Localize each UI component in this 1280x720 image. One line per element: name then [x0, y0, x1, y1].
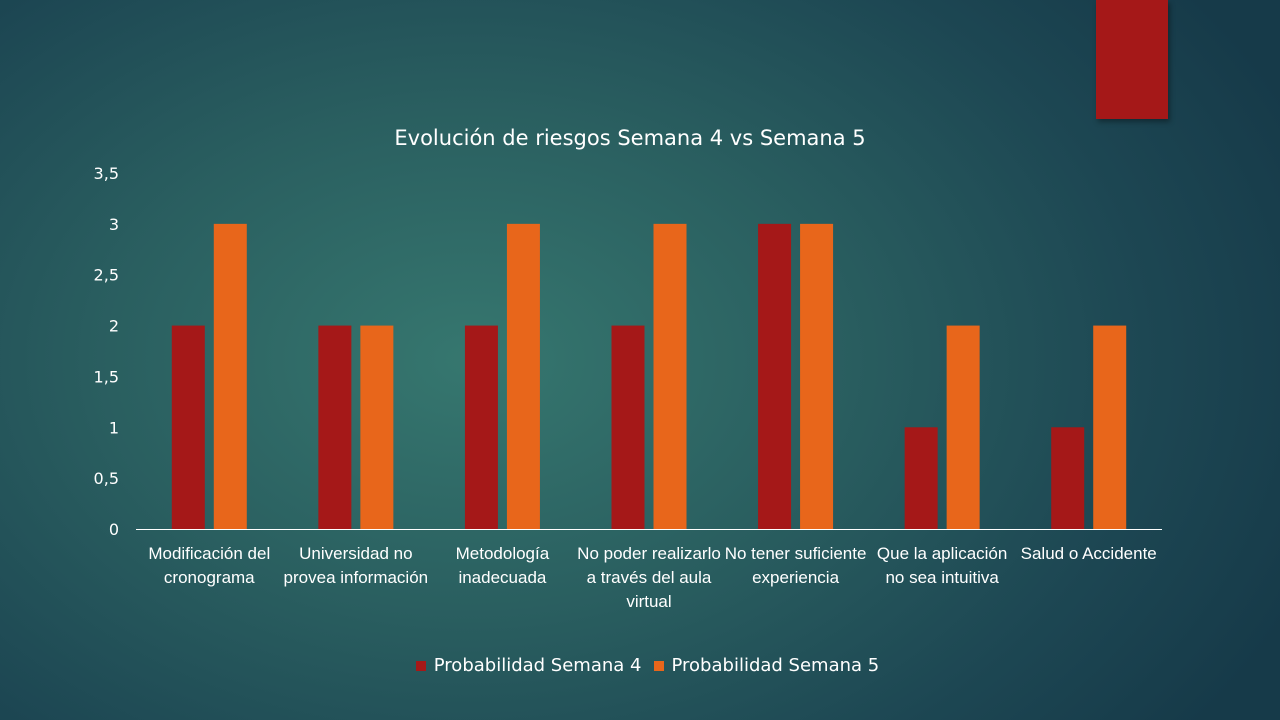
legend-item-series-2: Probabilidad Semana 5 — [653, 655, 880, 676]
y-tick-label: 2 — [109, 317, 119, 336]
legend-label-series-2: Probabilidad Semana 5 — [671, 655, 880, 676]
bar-series-2 — [800, 223, 834, 529]
bar-series-2 — [946, 325, 980, 529]
chart-legend: Probabilidad Semana 4 Probabilidad Seman… — [0, 655, 1280, 676]
bar-series-2 — [360, 325, 394, 529]
corner-accent-tab — [1096, 0, 1168, 119]
x-tick-label: Universidad no provea información — [283, 544, 429, 587]
x-tick-label: Metodología inadecuada — [455, 544, 550, 587]
bar-series-2 — [506, 223, 540, 529]
bar-series-1 — [464, 325, 498, 529]
bar-series-1 — [1051, 427, 1085, 529]
y-tick-label: 0,5 — [94, 469, 119, 488]
legend-label-series-1: Probabilidad Semana 4 — [433, 655, 642, 676]
x-tick-label: No poder realizarlo a través del aula vi… — [577, 544, 721, 611]
legend-item-series-1: Probabilidad Semana 4 — [415, 655, 642, 676]
bar-series-2 — [213, 223, 247, 529]
y-tick-label: 0 — [109, 520, 119, 539]
y-tick-label: 3 — [109, 215, 119, 234]
bar-series-2 — [653, 223, 687, 529]
legend-swatch-series-1 — [415, 660, 426, 671]
x-tick-label: Que la aplicación no sea intuitiva — [876, 544, 1008, 587]
bar-series-2 — [1093, 325, 1127, 529]
legend-swatch-series-2 — [653, 660, 664, 671]
x-tick-label: No tener suficiente experiencia — [724, 544, 867, 587]
y-tick-label: 3,5 — [94, 164, 119, 183]
y-tick-label: 2,5 — [94, 266, 119, 285]
bar-series-1 — [904, 427, 938, 529]
bar-series-1 — [171, 325, 205, 529]
x-tick-label: Salud o Accidente — [1020, 544, 1157, 563]
bar-series-1 — [318, 325, 352, 529]
y-tick-label: 1 — [109, 418, 119, 437]
bar-series-1 — [758, 223, 792, 529]
bar-series-1 — [611, 325, 645, 529]
chart-title: Evolución de riesgos Semana 4 vs Semana … — [394, 126, 866, 150]
y-tick-label: 1,5 — [94, 367, 119, 386]
x-tick-label: Modificación del cronograma — [148, 544, 271, 587]
